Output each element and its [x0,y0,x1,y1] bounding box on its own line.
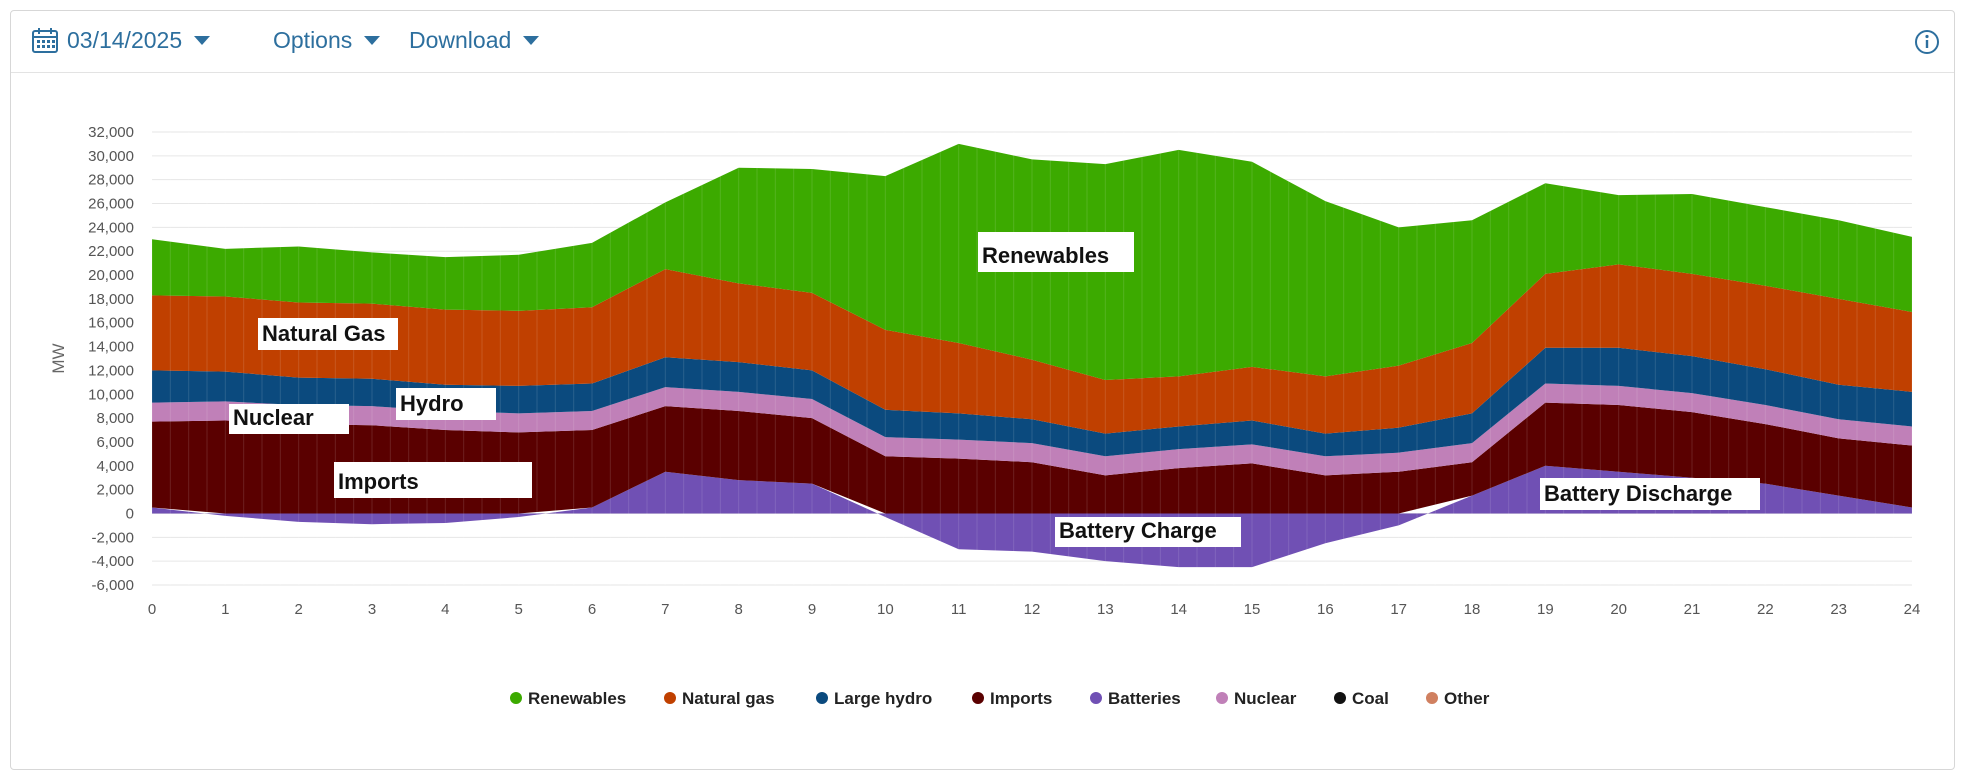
annotation-label: Battery Charge [1059,518,1217,543]
y-axis-label: MW [49,343,68,373]
date-picker[interactable]: 03/14/2025 [31,25,211,55]
x-tick-label: 11 [951,601,967,618]
x-tick-label: 1 [221,601,229,618]
x-tick-label: 22 [1757,601,1774,618]
y-tick-label: 20,000 [88,267,134,284]
series-area-nuclear [152,383,1912,476]
x-tick-label: 18 [1464,601,1481,618]
y-tick-label: 28,000 [88,172,134,189]
y-tick-label: 32,000 [88,124,134,141]
legend-marker [1334,692,1346,704]
x-tick-label: 13 [1097,601,1114,618]
legend-label: Large hydro [834,689,932,708]
y-tick-label: 4,000 [96,458,134,475]
legend-label: Other [1444,689,1490,708]
x-tick-label: 15 [1244,601,1261,618]
y-tick-label: 22,000 [88,243,134,260]
options-menu[interactable]: Options [273,25,381,55]
annotation-label: Renewables [982,243,1109,268]
date-label: 03/14/2025 [67,26,183,53]
chevron-down-icon [523,35,540,45]
x-tick-label: 19 [1537,601,1554,618]
info-icon[interactable] [1914,29,1940,55]
x-tick-label: 6 [588,601,596,618]
series-area-large-hydro [152,347,1912,457]
legend-marker [664,692,676,704]
x-tick-label: 0 [148,601,156,618]
x-tick-label: 8 [734,601,742,618]
legend-label: Natural gas [682,689,775,708]
chevron-down-icon [364,35,381,45]
options-label: Options [273,26,353,53]
y-tick-label: 6,000 [96,434,134,451]
legend-marker [972,692,984,704]
legend-marker [816,692,828,704]
y-tick-label: 0 [126,505,134,522]
annotation-box [978,232,1134,272]
y-tick-label: 26,000 [88,196,134,213]
legend-label: Coal [1352,689,1389,708]
x-tick-label: 4 [441,601,449,618]
y-tick-label: 12,000 [88,362,134,379]
toolbar: 03/14/2025 Options Download [11,11,1954,73]
annotation-label: Nuclear [233,405,314,430]
y-tick-label: 8,000 [96,410,134,427]
annotation-label: Natural Gas [262,321,386,346]
annotation-label: Imports [338,469,419,494]
y-tick-label: -4,000 [91,553,134,570]
series-area-natural-gas [152,264,1912,434]
annotation-box [258,318,398,350]
legend-marker [1090,692,1102,704]
legend-marker [1426,692,1438,704]
y-tick-label: 16,000 [88,315,134,332]
download-label: Download [409,26,512,53]
annotation-label: Battery Discharge [1544,481,1732,506]
x-tick-label: 17 [1390,601,1407,618]
x-tick-label: 9 [808,601,816,618]
x-tick-label: 5 [514,601,522,618]
x-tick-label: 20 [1610,601,1627,618]
y-tick-label: -6,000 [91,577,134,594]
y-tick-label: -2,000 [91,529,134,546]
download-menu[interactable]: Download [409,25,540,55]
annotation-box [334,462,532,498]
x-tick-label: 7 [661,601,669,618]
x-tick-label: 16 [1317,601,1334,618]
x-tick-label: 3 [368,601,376,618]
legend-label: Imports [990,689,1052,708]
legend-label: Renewables [528,689,626,708]
legend-marker [510,692,522,704]
x-tick-label: 14 [1170,601,1187,618]
y-tick-label: 30,000 [88,148,134,165]
x-tick-label: 2 [294,601,302,618]
x-tick-label: 10 [877,601,894,618]
y-tick-label: 10,000 [88,386,134,403]
legend-marker [1216,692,1228,704]
series-area-imports [152,402,1912,514]
x-tick-label: 21 [1684,601,1701,618]
annotation-label: Hydro [400,391,464,416]
annotation-box [396,388,496,420]
y-tick-label: 2,000 [96,482,134,499]
calendar-icon [32,28,58,53]
x-tick-label: 24 [1904,601,1921,618]
legend-label: Batteries [1108,689,1181,708]
legend-label: Nuclear [1234,689,1297,708]
annotation-box [229,404,349,434]
annotation-box [1540,478,1760,510]
y-tick-label: 18,000 [88,291,134,308]
y-tick-label: 14,000 [88,339,134,356]
annotation-box [1055,517,1241,547]
chevron-down-icon [194,35,211,45]
series-area-batteries [152,465,1912,568]
x-tick-label: 23 [1830,601,1847,618]
x-tick-label: 12 [1024,601,1041,618]
y-tick-label: 24,000 [88,219,134,236]
